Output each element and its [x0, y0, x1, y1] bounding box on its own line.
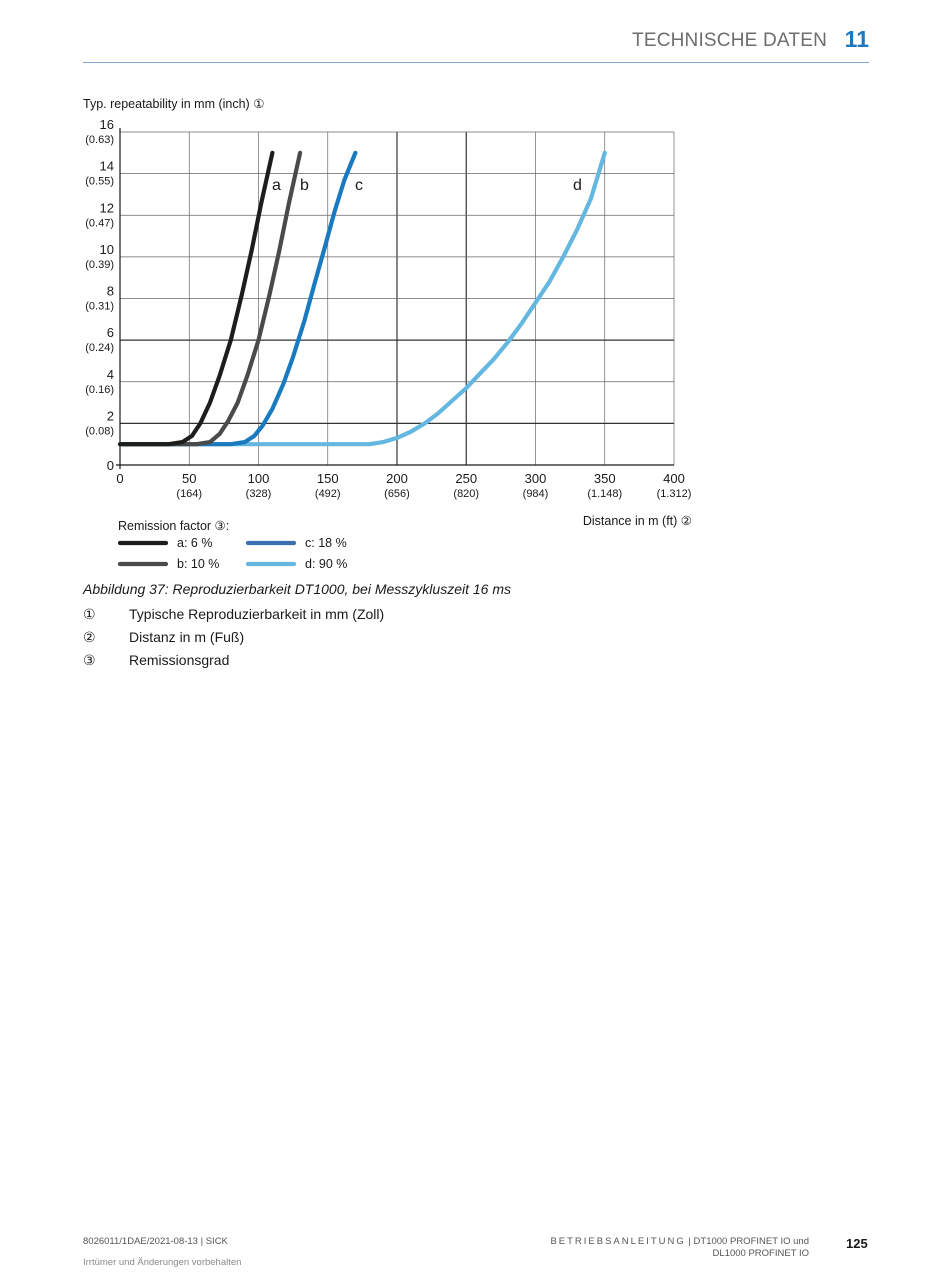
x-tick-label-ft: (984) [523, 488, 549, 500]
x-tick-label: 150 [317, 471, 339, 486]
y-tick-label-inch: (0.31) [85, 301, 114, 313]
legend-entry-d: d: 90 % [305, 557, 347, 571]
legend-text: Typische Reproduzierbarkeit in mm (Zoll) [129, 606, 385, 622]
y-tick-label: 16 [100, 117, 114, 132]
legend-marker: ② [83, 629, 96, 645]
x-tick-label: 300 [525, 471, 547, 486]
legend-marker: ③ [83, 652, 96, 668]
y-tick-label: 10 [100, 242, 114, 257]
y-tick-label-inch: (0.63) [85, 134, 114, 146]
series-line-d [117, 150, 607, 447]
footer-manual: BETRIEBSANLEITUNG [550, 1236, 686, 1247]
x-tick-label-ft: (164) [176, 488, 202, 500]
legend-marker: ① [83, 606, 96, 622]
y-tick-label: 0 [107, 458, 114, 473]
y-tick-label-inch: (0.08) [85, 425, 114, 437]
x-tick-label-ft: (328) [246, 488, 272, 500]
y-tick-label: 12 [100, 200, 114, 215]
x-tick-label-ft: (1.148) [587, 488, 622, 500]
legend-entry-a: a: 6 % [177, 536, 212, 550]
series-label-a: a [272, 177, 281, 194]
footer-disclaimer: Irrtümer und Änderungen vorbehalten [83, 1257, 242, 1268]
chapter-number: 11 [844, 26, 869, 52]
series-label-c: c [355, 177, 363, 194]
footer-product-line2: DL1000 PROFINET IO [712, 1248, 809, 1259]
legend-list-item: ③ Remissionsgrad [83, 652, 583, 675]
y-tick-label-inch: (0.39) [85, 259, 114, 271]
x-axis-title: Distance in m (ft) ② [583, 514, 692, 528]
x-tick-label: 0 [116, 471, 123, 486]
x-tick-label-ft: (1.312) [657, 488, 692, 500]
legend-text: Distanz in m (Fuß) [129, 629, 245, 645]
y-tick-label-inch: (0.24) [85, 342, 114, 354]
footer-doc-id: 8026011/1DAE/2021-08-13 | SICK [83, 1236, 228, 1247]
legend-entry-c: c: 18 % [305, 536, 347, 550]
repeatability-chart: 0 50(164)100(328)150(492)200(656)250(820)… [83, 97, 692, 571]
chart-labels: Typ. repeatability in mm (inch) ① a b c d Dis… [83, 97, 692, 528]
figure-caption: Abbildung 37: Reproduzierbarkeit DT1000,… [83, 581, 511, 597]
y-axis-title: Typ. repeatability in mm (inch) ① [83, 97, 264, 111]
footer-product: BETRIEBSANLEITUNG | DT1000 PROFINET IO u… [550, 1236, 809, 1260]
legend-entry-b: b: 10 % [177, 557, 219, 571]
x-tick-label: 50 [182, 471, 196, 486]
legend-list-item: ① Typische Reproduzierbarkeit in mm (Zol… [83, 606, 583, 629]
x-tick-label-ft: (492) [315, 488, 341, 500]
series-label-d: d [573, 177, 582, 194]
series-label-b: b [300, 177, 309, 194]
legend-text: Remissionsgrad [129, 652, 230, 668]
y-tick-label-inch: (0.47) [85, 217, 114, 229]
series-line-a [117, 150, 275, 447]
y-tick-label: 6 [107, 325, 114, 340]
y-tick-label: 4 [107, 367, 114, 382]
chapter-title: TECHNISCHE DATEN [632, 30, 827, 51]
chart-grid [116, 128, 675, 469]
footer-product-line1: | DT1000 PROFINET IO und [685, 1236, 809, 1247]
x-tick-label: 200 [386, 471, 408, 486]
y-tick-label: 14 [100, 159, 114, 174]
legend-title: Remission factor ③: [118, 519, 229, 533]
x-tick-label-ft: (656) [384, 488, 410, 500]
y-tick-label-inch: (0.55) [85, 176, 114, 188]
x-tick-label: 350 [594, 471, 616, 486]
x-tick-label-ft: (820) [453, 488, 479, 500]
legend-list-item: ② Distanz in m (Fuß) [83, 629, 583, 652]
x-tick-label: 400 [663, 471, 685, 486]
chart-legend: Remission factor ③: a: 6 % b: 10 % c: 18 % d… [117, 519, 347, 571]
chart-curves [117, 150, 607, 447]
page-number: 125 [846, 1236, 868, 1251]
x-tick-label: 250 [455, 471, 477, 486]
y-tick-label: 8 [107, 284, 114, 299]
chart-ticks: 0 50(164)100(328)150(492)200(656)250(820)… [85, 117, 691, 500]
y-tick-label: 2 [107, 408, 114, 423]
x-tick-label: 100 [248, 471, 270, 486]
figure-legend-list: ① Typische Reproduzierbarkeit in mm (Zol… [83, 606, 583, 675]
page-header: TECHNISCHE DATEN 11 [83, 26, 869, 63]
y-tick-label-inch: (0.16) [85, 384, 114, 396]
series-line-b [117, 150, 303, 447]
series-line-c [117, 150, 358, 447]
